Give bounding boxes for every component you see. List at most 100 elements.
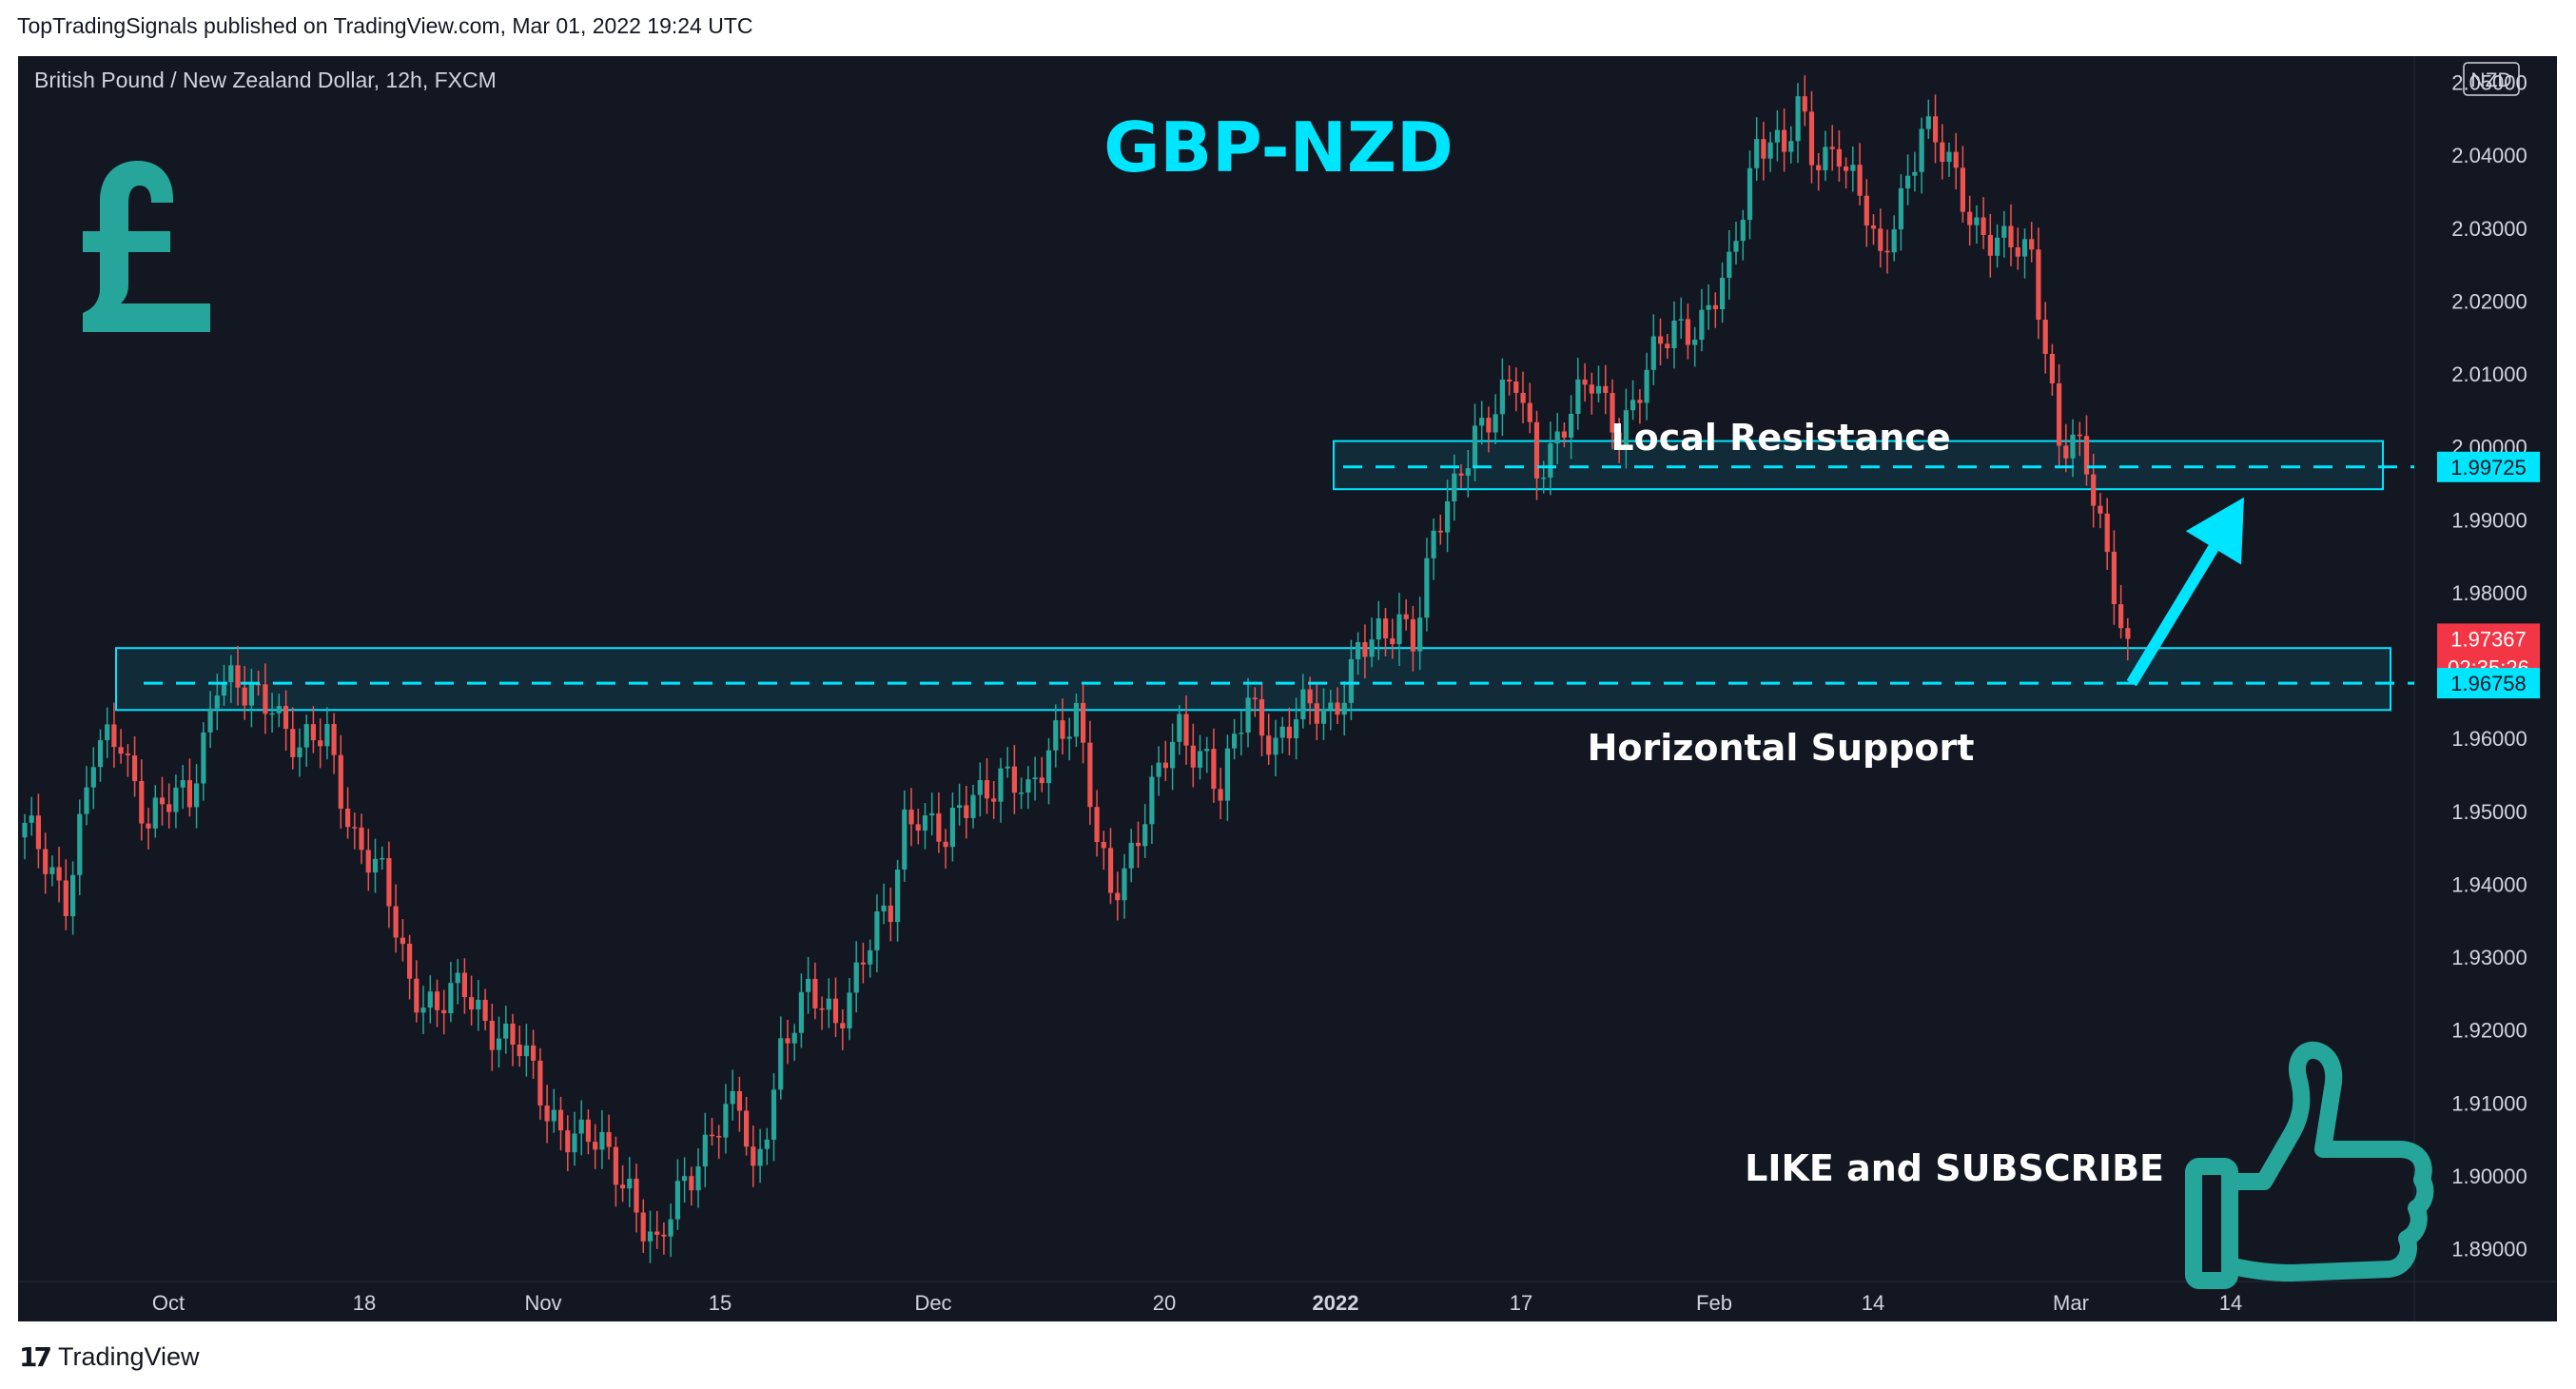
candle-body bbox=[1328, 702, 1334, 710]
candle-body bbox=[111, 724, 117, 748]
candle-body bbox=[2104, 513, 2110, 553]
candle-body bbox=[1795, 96, 1801, 142]
candle-body bbox=[125, 753, 130, 755]
candle-body bbox=[1197, 751, 1203, 768]
candle-body bbox=[1692, 340, 1698, 345]
thumbs-up-icon bbox=[2185, 1041, 2434, 1289]
candle-body bbox=[977, 780, 983, 795]
candle-body bbox=[310, 724, 316, 741]
candle-body bbox=[1727, 251, 1732, 278]
candle-body bbox=[523, 1045, 529, 1057]
candle-body bbox=[1829, 147, 1835, 149]
candle-body bbox=[84, 787, 89, 814]
candle-body bbox=[1650, 336, 1656, 370]
candle-body bbox=[1747, 167, 1753, 221]
price-tick: 1.96000 bbox=[2451, 727, 2527, 751]
candle-body bbox=[1252, 697, 1258, 699]
resistance-zone[interactable] bbox=[1333, 440, 2384, 491]
candle-body bbox=[922, 815, 928, 831]
price-tick: 2.05000 bbox=[2451, 71, 2527, 95]
candle-body bbox=[489, 1021, 495, 1050]
candle-body bbox=[557, 1109, 564, 1131]
candle-body bbox=[1472, 425, 1478, 469]
candle-body bbox=[207, 708, 213, 733]
candle-body bbox=[1417, 617, 1423, 652]
candle-body bbox=[1162, 762, 1168, 769]
candle-body bbox=[448, 983, 454, 1013]
candle-body bbox=[1816, 165, 1822, 170]
candle-body bbox=[606, 1132, 612, 1147]
candle-body bbox=[915, 824, 921, 831]
tradingview-logo[interactable]: 17 TradingView bbox=[19, 1341, 200, 1373]
candle-body bbox=[620, 1184, 626, 1189]
candle-body bbox=[1782, 129, 1787, 152]
candle-body bbox=[572, 1133, 577, 1153]
candle-body bbox=[640, 1212, 646, 1242]
candle-body bbox=[1933, 116, 1939, 143]
time-tick: 14 bbox=[1862, 1291, 1884, 1315]
support-zone[interactable] bbox=[115, 647, 2391, 712]
candle-body bbox=[97, 740, 104, 768]
candlestick-chart[interactable]: GBP-NZD Local Resistance Horizontal Supp… bbox=[18, 56, 2557, 1321]
candle-body bbox=[1211, 749, 1217, 790]
candle-body bbox=[503, 1023, 509, 1039]
candle-body bbox=[372, 858, 379, 873]
candle-body bbox=[1987, 235, 1993, 256]
resistance-price-tag: 1.99725 bbox=[2437, 451, 2540, 482]
candle-body bbox=[1286, 726, 1292, 739]
candle-body bbox=[1458, 473, 1464, 476]
svg-text:NZD: NZD bbox=[2470, 69, 2511, 91]
candle-body bbox=[1884, 250, 1890, 253]
candle-body bbox=[2036, 249, 2041, 320]
candle-body bbox=[1369, 639, 1375, 657]
candle-body bbox=[1053, 720, 1059, 751]
candle-body bbox=[1239, 733, 1244, 734]
candle-body bbox=[902, 809, 907, 870]
candle-body bbox=[1499, 380, 1505, 415]
candle-body bbox=[613, 1146, 618, 1185]
candle-body bbox=[2091, 474, 2097, 506]
candle-body bbox=[290, 729, 296, 757]
price-tick: 1.89000 bbox=[2451, 1238, 2527, 1262]
candle-body bbox=[1224, 748, 1230, 801]
candle-body bbox=[1919, 128, 1924, 172]
time-tick: Mar bbox=[2053, 1291, 2089, 1315]
candle-body bbox=[469, 997, 475, 1010]
candle-body bbox=[730, 1090, 735, 1105]
candle-body bbox=[757, 1148, 763, 1166]
candle-body bbox=[984, 780, 990, 799]
candle-body bbox=[723, 1104, 729, 1138]
candle-body bbox=[868, 949, 873, 965]
candle-body bbox=[441, 1009, 447, 1013]
candle-body bbox=[283, 706, 289, 730]
candle-body bbox=[531, 1045, 537, 1061]
candle-body bbox=[400, 937, 405, 945]
price-tick: 1.98000 bbox=[2451, 581, 2527, 605]
candle-body bbox=[1685, 319, 1690, 345]
candle-body bbox=[1479, 418, 1485, 426]
candle-body bbox=[736, 1090, 742, 1111]
candle-body bbox=[90, 767, 96, 788]
candle-body bbox=[874, 911, 880, 950]
candle-body bbox=[1108, 848, 1114, 893]
price-tick: 1.90000 bbox=[2451, 1164, 2527, 1188]
candle-body bbox=[806, 978, 811, 992]
candle-body bbox=[1266, 735, 1272, 755]
candle-body bbox=[1891, 229, 1897, 253]
candle-body bbox=[2111, 552, 2117, 604]
candle-body bbox=[812, 978, 818, 1008]
candle-body bbox=[22, 822, 28, 838]
candle-body bbox=[1410, 618, 1415, 652]
time-axis[interactable]: Oct 18 Nov 15 Dec 20 2022 17 Feb 14 Mar 14 bbox=[152, 1291, 2242, 1315]
candle-body bbox=[1183, 714, 1189, 746]
candle-body bbox=[242, 687, 247, 706]
time-tick: 20 bbox=[1153, 1291, 1176, 1315]
candle-body bbox=[674, 1181, 680, 1220]
candle-body bbox=[1595, 385, 1602, 394]
candle-body bbox=[1341, 702, 1347, 715]
candle-body bbox=[778, 1038, 784, 1090]
chart-panel: GBP-NZD Local Resistance Horizontal Supp… bbox=[18, 56, 2557, 1321]
candle-body bbox=[380, 858, 385, 860]
candle-body bbox=[1569, 414, 1574, 438]
candle-body bbox=[832, 998, 839, 1024]
